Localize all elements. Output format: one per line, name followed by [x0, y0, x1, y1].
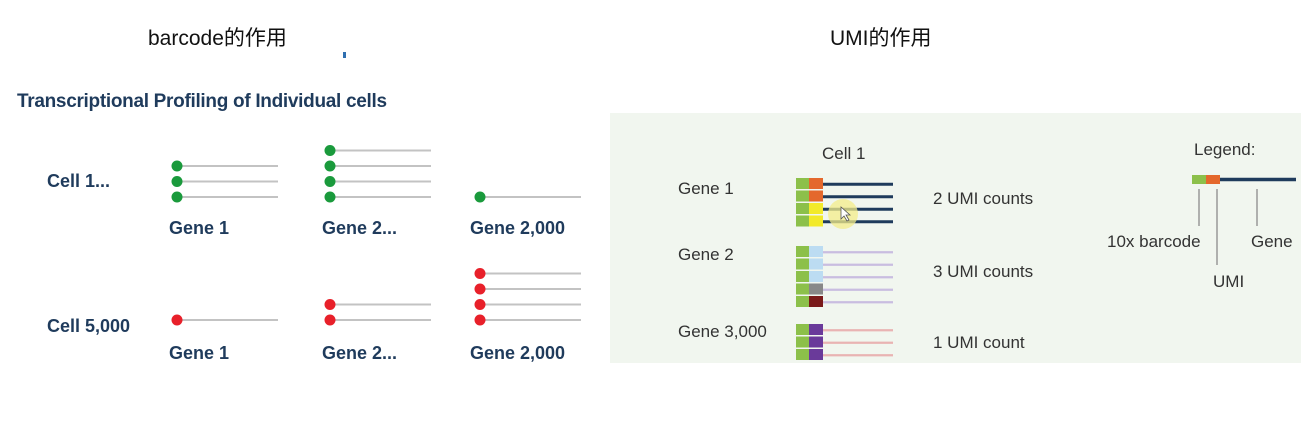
gene-label: Gene 2...	[322, 218, 398, 238]
umi-block	[809, 203, 823, 214]
barcode-block	[796, 190, 809, 202]
read-dot	[171, 191, 183, 203]
left-read-diagram	[171, 145, 581, 326]
gene-label: Gene 2,000	[470, 343, 566, 363]
umi-block	[809, 215, 823, 227]
barcode-block	[796, 215, 809, 227]
read-dot	[324, 191, 336, 203]
legend-gene-label: Gene	[1251, 232, 1293, 251]
umi-block	[809, 324, 823, 335]
umi-block	[809, 336, 823, 348]
umi-block	[809, 178, 823, 189]
gene-label: Gene 1	[169, 218, 230, 238]
barcode-block	[796, 203, 809, 214]
read-dot	[474, 314, 486, 326]
cell-label-1: Cell 1...	[47, 171, 111, 191]
read-dot	[171, 160, 183, 172]
gene-2-label: Gene 2	[678, 245, 734, 264]
barcode-block	[796, 283, 809, 295]
umi-count-gene-2: 3 UMI counts	[933, 262, 1034, 281]
read-dot	[324, 314, 336, 326]
gene-3000-label: Gene 3,000	[678, 322, 767, 341]
heading-umi: UMI的作用	[830, 27, 932, 50]
legend-title: Legend:	[1194, 140, 1256, 159]
umi-count-gene-1: 2 UMI counts	[933, 189, 1034, 208]
read-dot	[171, 314, 183, 326]
read-dot	[324, 299, 336, 310]
gene-1-label: Gene 1	[678, 179, 734, 198]
heading-barcode: barcode的作用	[148, 27, 287, 50]
barcode-block	[796, 271, 809, 282]
umi-count-gene-3000: 1 UMI count	[933, 333, 1025, 352]
read-dot	[474, 299, 486, 310]
gene-label: Gene 2...	[322, 343, 398, 363]
umi-block	[809, 349, 823, 360]
legend-barcode-block	[1192, 175, 1206, 184]
read-dot	[324, 145, 336, 156]
barcode-block	[796, 178, 809, 189]
umi-block	[809, 296, 823, 307]
legend-umi-label: UMI	[1213, 272, 1245, 291]
read-dot	[474, 283, 486, 295]
read-dot	[324, 176, 336, 187]
decorative-mark	[343, 52, 346, 58]
gene-label: Gene 2,000	[470, 218, 566, 238]
barcode-block	[796, 296, 809, 307]
read-dot	[474, 268, 486, 279]
gene-label: Gene 1	[169, 343, 230, 363]
legend-umi-block	[1206, 175, 1220, 184]
umi-panel: Cell 1 Gene 1 Gene 2 Gene 3,000 2 UMI co…	[610, 113, 1301, 363]
read-dot	[474, 191, 486, 203]
umi-block	[809, 190, 823, 202]
legend-barcode-label: 10x barcode	[1107, 232, 1201, 251]
read-dot	[324, 160, 336, 172]
umi-block	[809, 258, 823, 270]
left-panel-title: Transcriptional Profiling of Individual …	[17, 91, 387, 112]
umi-block	[809, 246, 823, 257]
umi-block	[809, 271, 823, 282]
cursor-icon	[840, 206, 852, 222]
cell-1-label: Cell 1	[822, 144, 866, 163]
barcode-block	[796, 324, 809, 335]
barcode-block	[796, 246, 809, 257]
barcode-block	[796, 336, 809, 348]
cell-label-5000: Cell 5,000	[47, 316, 131, 336]
umi-read-diagram	[796, 175, 1296, 360]
umi-block	[809, 283, 823, 295]
read-dot	[171, 176, 183, 187]
barcode-block	[796, 349, 809, 360]
barcode-block	[796, 258, 809, 270]
